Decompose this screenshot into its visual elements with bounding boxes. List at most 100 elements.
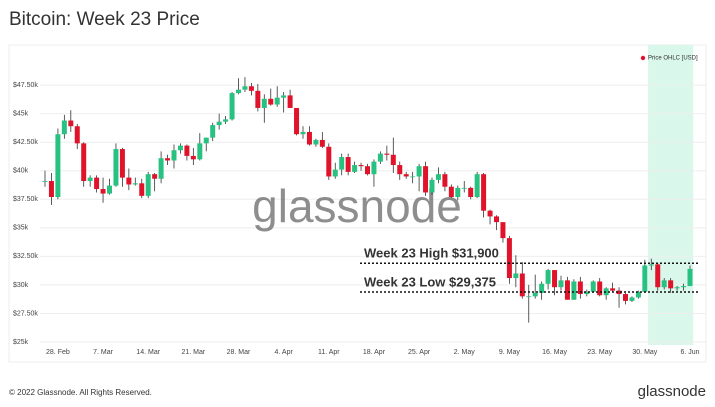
x-tick-label: 18. Apr [363,349,386,356]
candle-body [442,174,448,187]
candle-body [571,281,577,300]
x-tick-label: 16. May [542,349,567,356]
x-tick-label: 28. Feb [46,349,70,356]
candle-body [248,86,254,91]
candle-body [384,153,390,155]
candle-body [468,187,474,198]
x-tick-label: 11. Apr [318,349,340,356]
highlight-region [648,45,694,345]
candle-body [223,119,229,122]
candle-body [313,139,319,145]
y-tick-label: $32.50k [13,253,38,260]
candle-body [642,265,648,292]
candle-body [603,288,609,296]
candle-body [545,270,551,284]
candle-body [481,174,487,211]
y-tick-label: $37.50k [13,196,38,203]
y-tick-label: $27.50k [13,310,38,317]
candle-body [371,161,377,175]
candle-body [287,95,293,108]
candle-body [203,137,209,144]
candle-body [242,86,248,90]
candle-body [558,280,564,288]
candle-body [119,149,125,178]
candle-body [339,157,345,170]
candle-body [500,222,506,239]
annotation-label: Week 23 Low $29,375 [364,274,496,289]
candle-body [332,169,338,177]
candle-body [171,150,177,161]
candle-body [197,143,203,160]
candle-body [494,216,499,223]
candle-body [326,146,332,177]
candle-body [584,291,590,295]
candle-body [506,238,512,279]
candle-body [416,166,422,177]
candle-body [210,125,216,138]
y-tick-label: $25k [13,339,29,346]
candle-body [423,166,429,193]
candle-body [448,186,454,198]
candle-body [107,185,112,194]
candle-body [152,174,158,179]
candle-body [42,181,48,182]
y-tick-label: $45k [13,111,29,118]
y-tick-label: $40k [13,168,29,175]
candle-body [145,174,151,196]
candle-body [487,210,493,217]
candle-body [390,154,396,166]
candle-body [577,281,583,295]
candle-body [365,166,370,175]
candle-body [139,183,145,196]
candle-body [648,264,654,266]
candle-body [236,89,241,94]
x-tick-label: 25. Apr [408,349,431,356]
candle-body [623,294,628,301]
candle-body [410,176,416,178]
candle-body [87,177,93,182]
candle-body [358,165,364,167]
x-tick-label: 7. Mar [93,349,114,356]
candle-body [610,288,616,291]
x-tick-label: 6. Jun [680,349,699,356]
candle-body [345,157,351,172]
candle-body [674,287,680,289]
legend-marker [640,55,646,61]
candle-body [294,107,300,135]
candle-body [81,143,87,182]
candle-body [655,264,661,288]
candle-body [158,158,164,179]
candle-body [261,98,267,108]
candle-body [94,177,100,190]
candle-body [681,286,687,288]
candle-body [474,174,480,198]
candle-body [48,181,54,198]
candle-body [55,134,61,198]
footer: © 2022 Glassnode. All Rights Reserved. [9,388,152,397]
x-tick-label: 14. Mar [136,349,160,356]
y-tick-label: $42.50k [13,139,38,146]
candle-body [184,145,190,156]
candle-body [255,90,261,108]
candle-body [597,281,603,296]
candle-body [281,95,287,98]
candle-body [461,187,467,189]
candle-body [132,183,138,185]
candle-body [216,121,222,126]
annotation-label: Week 23 High $31,900 [364,246,499,261]
x-tick-label: 23. May [587,349,612,356]
legend-label: Price OHLC [USD] [648,56,698,62]
candle-body [429,179,435,193]
candle-body [100,189,106,194]
candle-body [177,145,183,151]
candle-body [455,187,461,198]
candle-body [61,120,67,135]
candle-body [397,165,403,175]
candle-body [126,177,132,185]
candle-body [629,297,635,301]
y-tick-label: $47.50k [13,82,38,89]
candle-body [274,97,280,105]
candle-body [268,98,274,105]
candle-body [552,270,558,288]
